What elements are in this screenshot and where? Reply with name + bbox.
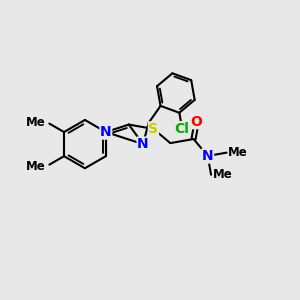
Text: Me: Me (228, 146, 248, 159)
Text: N: N (100, 125, 112, 139)
Text: Me: Me (26, 160, 46, 172)
Text: Cl: Cl (175, 122, 190, 136)
Text: N: N (202, 149, 214, 163)
Text: N: N (137, 137, 149, 151)
Text: Me: Me (26, 116, 46, 129)
Text: Me: Me (212, 168, 232, 181)
Text: O: O (191, 115, 203, 129)
Text: S: S (148, 122, 158, 136)
